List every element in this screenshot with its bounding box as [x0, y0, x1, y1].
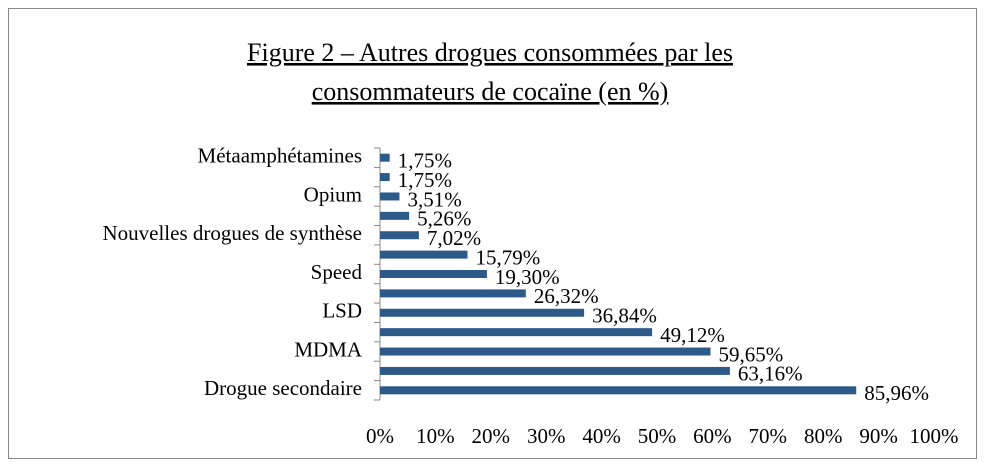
bar [380, 308, 585, 317]
y-tick-label: Nouvelles drogues de synthèse [102, 221, 362, 245]
bar [380, 386, 857, 395]
value-label: 26,32% [534, 284, 599, 308]
value-label: 36,84% [592, 304, 657, 328]
bar [380, 173, 390, 182]
y-tick-label: Speed [311, 260, 363, 284]
x-tick-label: 10% [416, 424, 455, 448]
bar [380, 289, 526, 298]
x-tick-label: 50% [638, 424, 677, 448]
bar [380, 231, 419, 240]
bar [380, 328, 653, 337]
x-tick-label: 30% [527, 424, 566, 448]
x-tick-label: 0% [366, 424, 394, 448]
bar [380, 153, 390, 162]
value-label: 63,16% [738, 362, 803, 386]
x-tick-label: 20% [472, 424, 511, 448]
value-label: 19,30% [495, 265, 560, 289]
value-label: 7,02% [427, 226, 481, 250]
bar [380, 270, 487, 278]
y-tick-label: Opium [304, 182, 362, 206]
bar [380, 250, 468, 259]
x-tick-label: 40% [582, 424, 621, 448]
chart-title: Figure 2 – Autres drogues consommées par… [247, 38, 733, 67]
x-tick-label: 90% [859, 424, 898, 448]
value-label: 59,65% [718, 342, 783, 366]
y-tick-label: MDMA [294, 337, 363, 361]
chart-title: consommateurs de cocaïne (en %) [312, 77, 669, 106]
bar [380, 211, 410, 220]
x-tick-label: 60% [693, 424, 732, 448]
x-tick-label: 100% [910, 424, 959, 448]
value-label: 49,12% [660, 323, 725, 347]
value-label: 5,26% [417, 207, 471, 231]
bar [380, 347, 711, 356]
bar [380, 366, 730, 375]
chart-border [8, 8, 977, 459]
y-tick-label: Drogue secondaire [204, 376, 362, 400]
value-label: 1,75% [398, 149, 452, 173]
value-label: 15,79% [475, 245, 540, 269]
x-tick-label: 70% [749, 424, 788, 448]
bar [380, 192, 400, 201]
y-tick-label: LSD [322, 299, 362, 323]
value-label: 3,51% [407, 187, 461, 211]
y-tick-label: Métaamphétamines [198, 144, 362, 168]
value-label: 85,96% [864, 381, 929, 405]
x-tick-label: 80% [804, 424, 843, 448]
value-label: 1,75% [398, 168, 452, 192]
